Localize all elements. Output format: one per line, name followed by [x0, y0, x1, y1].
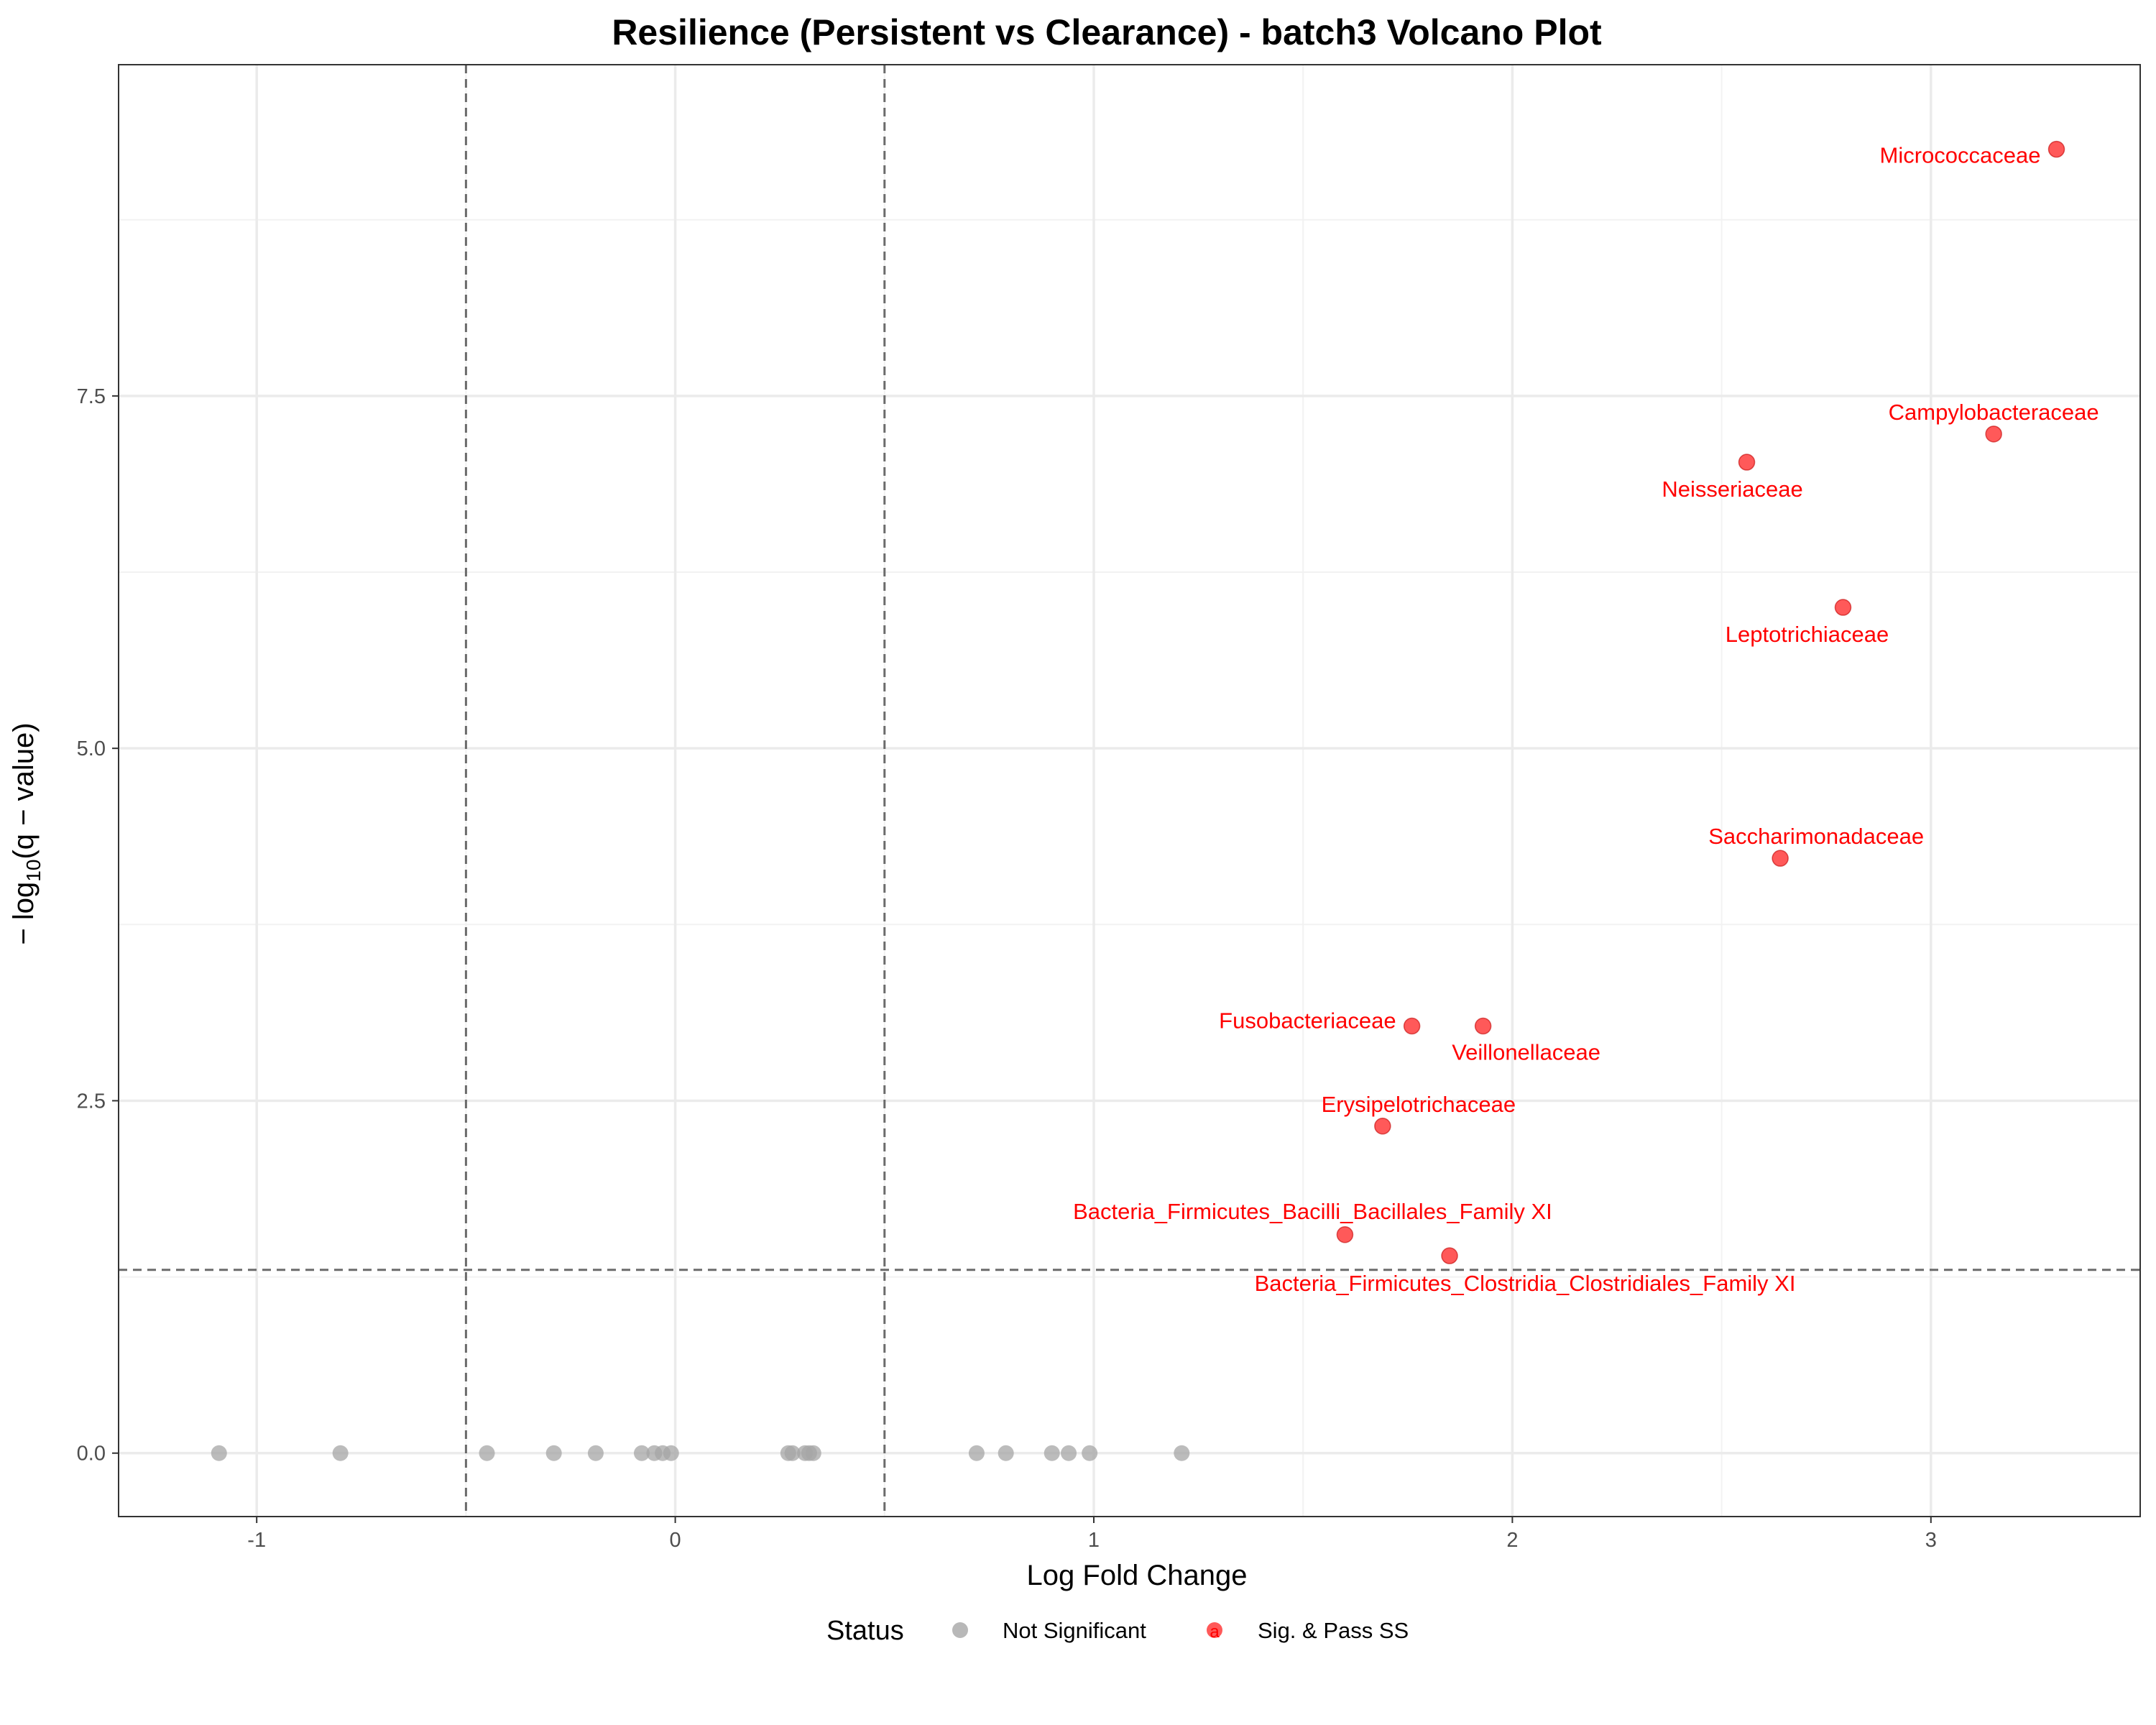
- x-axis-title: Log Fold Change: [1027, 1560, 1248, 1591]
- not-significant-point: [805, 1445, 821, 1461]
- point-label: Saccharimonadaceae: [1708, 824, 1924, 849]
- not-significant-point: [332, 1445, 349, 1461]
- point-label: Erysipelotrichaceae: [1322, 1092, 1516, 1117]
- point-label: Micrococcaceae: [1880, 143, 2041, 168]
- y-axis-title: − log10(q − value): [8, 722, 45, 944]
- x-tick-label: -1: [247, 1529, 266, 1552]
- point-label: Fusobacteriaceae: [1219, 1008, 1396, 1034]
- not-significant-point: [663, 1445, 679, 1461]
- legend-title: Status: [826, 1616, 904, 1646]
- legend-label-sig-pass-ss: Sig. & Pass SS: [1258, 1618, 1409, 1643]
- legend-label-not-significant: Not Significant: [1003, 1618, 1146, 1643]
- not-significant-point: [998, 1445, 1014, 1461]
- y-axis-title-subscript: 10: [22, 860, 45, 882]
- y-tick-label: 5.0: [77, 737, 106, 760]
- significant-point: [1403, 1017, 1421, 1035]
- point-label: Leptotrichiaceae: [1726, 622, 1889, 647]
- legend-key-sig-pass-ss: [1207, 1622, 1222, 1638]
- point-label: Veillonellaceae: [1452, 1040, 1600, 1065]
- grid-lines: [119, 65, 2140, 1517]
- not-significant-point: [968, 1445, 985, 1461]
- point-labels: Micrococcaceae Campylobacteraceae Neisseri…: [1073, 143, 2099, 1297]
- not-significant-point: [545, 1445, 562, 1461]
- x-tick-label: 3: [1925, 1529, 1937, 1552]
- plot-panel-border: [118, 64, 2141, 1517]
- point-label: Bacteria_Firmicutes_Clostridia_Clostridi…: [1255, 1271, 1796, 1296]
- significant-point: [1474, 1017, 1492, 1035]
- significant-point: [1772, 850, 1789, 867]
- point-label: Neisseriaceae: [1662, 477, 1802, 502]
- legend-key-glyph: a: [1210, 1622, 1220, 1642]
- data-points: [211, 140, 2065, 1461]
- significant-point: [1336, 1226, 1354, 1243]
- not-significant-point: [479, 1445, 495, 1461]
- significant-point: [2047, 140, 2065, 158]
- x-tick-label: 1: [1088, 1529, 1100, 1552]
- legend-key-not-significant: [952, 1622, 968, 1638]
- not-significant-point: [1061, 1445, 1077, 1461]
- x-tick-label: 0: [670, 1529, 681, 1552]
- not-significant-point: [1082, 1445, 1098, 1461]
- significant-point: [1738, 454, 1756, 471]
- x-tick-label: 2: [1506, 1529, 1518, 1552]
- not-significant-point: [211, 1445, 227, 1461]
- y-tick-label: 0.0: [77, 1443, 106, 1466]
- significant-point: [1441, 1247, 1458, 1264]
- not-significant-point: [1044, 1445, 1060, 1461]
- chart-title: Resilience (Persistent vs Clearance) - b…: [612, 12, 1602, 52]
- axis-ticks: -1 0 1 2 3 0.0 2.5 5.0 7.5: [77, 385, 1937, 1552]
- y-tick-label: 7.5: [77, 385, 106, 408]
- point-label: Campylobacteraceae: [1889, 400, 2099, 425]
- legend: Status Not Significant a Sig. & Pass SS: [826, 1616, 1409, 1646]
- point-label: Bacteria_Firmicutes_Bacilli_Bacillales_F…: [1073, 1199, 1552, 1224]
- significant-point: [1374, 1118, 1391, 1135]
- not-significant-point: [1174, 1445, 1190, 1461]
- not-significant-point: [587, 1445, 604, 1461]
- not-significant-point: [784, 1445, 801, 1461]
- y-tick-label: 2.5: [77, 1090, 106, 1113]
- significant-point: [1834, 599, 1852, 616]
- threshold-lines: [119, 65, 2140, 1517]
- not-significant-point: [634, 1445, 650, 1461]
- significant-point: [1985, 426, 2002, 443]
